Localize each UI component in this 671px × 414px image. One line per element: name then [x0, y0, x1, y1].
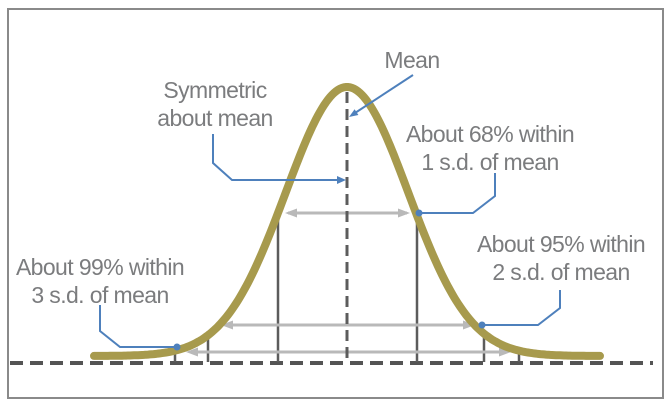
label-line: 1 s.d. of mean	[421, 149, 559, 175]
curve-point-dot	[415, 209, 423, 217]
label-line: about mean	[157, 105, 273, 131]
connector-3sd	[99, 305, 181, 351]
label-line: About 68% within	[405, 121, 575, 147]
connector-symmetric-line	[212, 134, 338, 181]
label-99pct-within-3sd: About 99% within 3 s.d. of mean	[15, 253, 185, 309]
arrow-head-icon	[285, 208, 297, 218]
arrow-head-icon	[221, 320, 233, 330]
label-line: 2 s.d. of mean	[492, 259, 630, 285]
connector-1sd	[415, 173, 496, 217]
arrow-head-icon	[499, 347, 511, 357]
curve-point-dot	[173, 343, 181, 351]
label-line: Symmetric	[163, 77, 267, 103]
label-mean: Mean	[384, 46, 440, 74]
connector-2sd	[478, 290, 561, 329]
label-95pct-within-2sd: About 95% within 2 s.d. of mean	[476, 230, 646, 286]
arrow-head-icon	[337, 176, 346, 184]
connector-3sd-line	[99, 305, 174, 348]
connector-symmetric	[212, 134, 346, 184]
connector-mean	[349, 74, 414, 117]
connector-2sd-line	[485, 290, 561, 326]
label-line: About 95% within	[476, 231, 646, 257]
label-symmetric-about-mean: Symmetric about mean	[157, 76, 273, 132]
label-68pct-within-1sd: About 68% within 1 s.d. of mean	[405, 120, 575, 176]
curve-point-dot	[478, 321, 486, 329]
range-arrow-95pct	[221, 320, 475, 330]
connector-mean-line	[354, 74, 414, 114]
arrow-head-icon	[463, 320, 475, 330]
label-line: Mean	[384, 47, 440, 73]
label-line: About 99% within	[15, 254, 185, 280]
arrow-head-icon	[398, 208, 410, 218]
connector-1sd-line	[421, 173, 496, 214]
arrow-head-icon	[186, 347, 198, 357]
arrow-head-icon	[349, 109, 359, 117]
label-line: 3 s.d. of mean	[31, 282, 169, 308]
figure-border	[7, 8, 664, 399]
